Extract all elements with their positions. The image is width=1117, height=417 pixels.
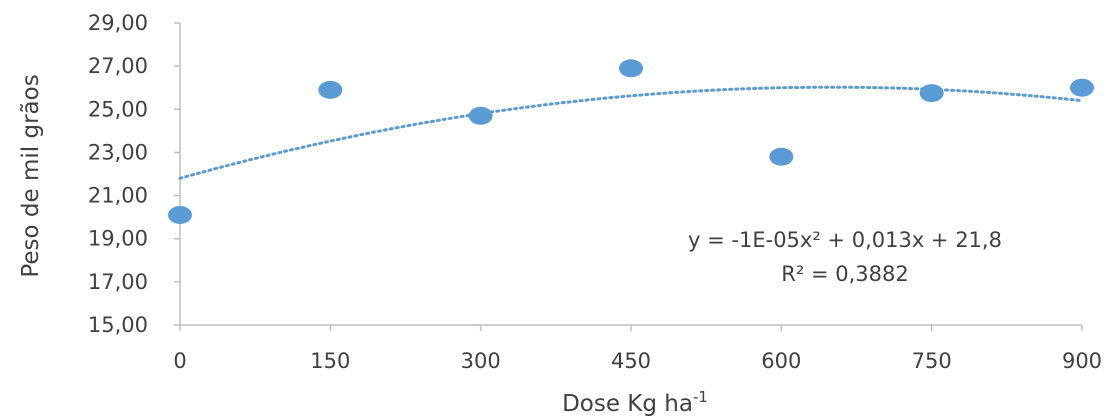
y-tick-label: 29,00 [88,11,148,35]
x-tick-label: 300 [461,349,501,373]
y-tick-label: 17,00 [88,270,148,294]
y-tick-label: 23,00 [88,140,148,164]
data-point [619,59,643,78]
x-axis-title: Dose Kg ha-1 [562,388,708,417]
data-point [919,84,944,103]
y-axis-ticks: 15,00 17,00 19,00 21,00 23,00 25,00 27,00 29,00 [88,11,180,337]
x-axis-title-main: Dose Kg ha [562,391,693,417]
y-tick-label: 19,00 [88,227,148,251]
trendline-equation: y = -1E-05x² + 0,013x + 21,8 [688,228,1002,252]
x-axis-ticks: 0 150 300 450 600 750 900 [173,325,1102,373]
x-tick-label: 900 [1062,349,1102,373]
x-tick-label: 750 [912,349,952,373]
data-points [168,59,1094,224]
data-point [468,106,493,125]
x-tick-label: 450 [611,349,651,373]
data-point [318,80,343,99]
x-axis-title-superscript: -1 [693,388,708,406]
r-squared-label: R² = 0,3882 [781,262,908,286]
x-tick-label: 150 [310,349,350,373]
x-tick-label: 600 [761,349,801,373]
data-point [168,205,192,224]
x-tick-label: 0 [173,349,186,373]
trendline [178,85,1084,180]
y-tick-label: 25,00 [88,97,148,121]
y-tick-label: 15,00 [88,313,148,337]
y-tick-label: 27,00 [88,54,148,78]
data-point [1070,78,1094,97]
y-tick-label: 21,00 [88,184,148,208]
data-point [769,147,794,166]
y-axis-title: Peso de mil grãos [18,74,44,277]
